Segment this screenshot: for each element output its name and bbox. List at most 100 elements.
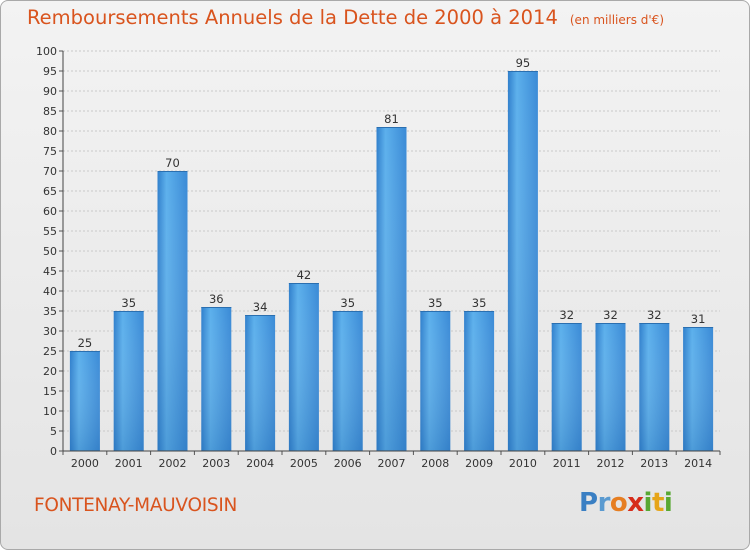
bar-shade xyxy=(420,311,451,451)
x-axis-ticks: 2000 2001 2002 2003 2004 2005 2006 2007 2008 2009… xyxy=(62,451,721,470)
y-tick-label: 100 xyxy=(36,45,57,58)
x-tick-label: 2010 xyxy=(509,457,537,470)
y-tick-label: 35 xyxy=(43,305,57,318)
y-tick-label: 65 xyxy=(43,185,57,198)
bar xyxy=(376,127,407,451)
bar-shade xyxy=(332,311,363,451)
x-tick-label: 2000 xyxy=(71,457,99,470)
bar xyxy=(551,323,582,451)
bar-shade xyxy=(376,127,407,451)
y-tick-label: 85 xyxy=(43,105,57,118)
x-tick-label: 2014 xyxy=(684,457,712,470)
y-tick-label: 90 xyxy=(43,85,57,98)
y-tick-label: 95 xyxy=(43,65,57,78)
bar-shade xyxy=(507,71,538,451)
y-tick-label: 45 xyxy=(43,265,57,278)
bar-shade xyxy=(201,307,232,451)
bar-shade xyxy=(245,315,276,451)
y-tick-label: 15 xyxy=(43,385,57,398)
bar xyxy=(113,311,144,451)
proxiti-logo: Proxiti xyxy=(579,488,673,518)
value-label: 35 xyxy=(428,296,443,310)
value-label: 31 xyxy=(691,312,706,326)
value-label: 32 xyxy=(647,308,662,322)
bar xyxy=(595,323,626,451)
bars xyxy=(69,71,714,451)
bar-shade xyxy=(464,311,495,451)
y-tick-label: 25 xyxy=(43,345,57,358)
y-axis-ticks: 0 5 10 15 20 25 30 35 40 45 50 55 60 65 70 75 80 85 90 95 10… xyxy=(36,45,63,458)
x-tick-label: 2006 xyxy=(334,457,362,470)
value-labels: 25 35 70 36 34 42 35 81 35 35 95 32 32 32 31 xyxy=(78,56,706,350)
x-tick-label: 2003 xyxy=(202,457,230,470)
bar-shade xyxy=(639,323,670,451)
bar xyxy=(464,311,495,451)
x-tick-label: 2008 xyxy=(421,457,449,470)
axes xyxy=(62,51,720,452)
value-label: 32 xyxy=(559,308,574,322)
logo-letter: x xyxy=(627,488,644,518)
bar xyxy=(288,283,319,451)
x-tick-label: 2013 xyxy=(640,457,668,470)
y-tick-label: 55 xyxy=(43,225,57,238)
bar xyxy=(157,171,188,451)
x-tick-label: 2007 xyxy=(378,457,406,470)
city-name: FONTENAY-MAUVOISIN xyxy=(34,495,238,516)
bar xyxy=(332,311,363,451)
logo-letter: t xyxy=(651,488,664,518)
bar xyxy=(420,311,451,451)
logo-letter: i xyxy=(643,488,653,518)
logo-letter: r xyxy=(597,488,611,518)
bar xyxy=(683,327,714,451)
value-label: 70 xyxy=(165,156,180,170)
x-tick-label: 2009 xyxy=(465,457,493,470)
bar-shade xyxy=(288,283,319,451)
bar-shade xyxy=(157,171,188,451)
y-tick-label: 5 xyxy=(50,425,57,438)
value-label: 95 xyxy=(516,56,531,70)
x-tick-label: 2001 xyxy=(115,457,143,470)
y-tick-label: 75 xyxy=(43,145,57,158)
bar xyxy=(201,307,232,451)
value-label: 34 xyxy=(253,300,268,314)
value-label: 35 xyxy=(121,296,136,310)
value-label: 35 xyxy=(340,296,355,310)
x-tick-label: 2012 xyxy=(597,457,625,470)
logo-letter: o xyxy=(609,488,628,518)
y-tick-label: 50 xyxy=(43,245,57,258)
value-label: 81 xyxy=(384,112,399,126)
bar xyxy=(639,323,670,451)
bar-shade xyxy=(683,327,714,451)
x-tick-label: 2002 xyxy=(159,457,187,470)
bar xyxy=(69,351,100,451)
bar-shade xyxy=(595,323,626,451)
y-tick-label: 0 xyxy=(50,445,57,458)
chart-title: Remboursements Annuels de la Dette de 20… xyxy=(27,6,558,29)
y-tick-label: 80 xyxy=(43,125,57,138)
y-tick-label: 30 xyxy=(43,325,57,338)
logo-letter: P xyxy=(579,488,598,518)
title-row: Remboursements Annuels de la Dette de 20… xyxy=(27,6,664,29)
logo-letter: i xyxy=(663,488,673,518)
bar-shade xyxy=(551,323,582,451)
bar-shade xyxy=(69,351,100,451)
y-tick-label: 60 xyxy=(43,205,57,218)
value-label: 25 xyxy=(78,336,93,350)
y-tick-label: 20 xyxy=(43,365,57,378)
bar xyxy=(245,315,276,451)
chart-subtitle: (en milliers d'€) xyxy=(569,13,664,27)
x-tick-label: 2005 xyxy=(290,457,318,470)
bar-shade xyxy=(113,311,144,451)
x-tick-label: 2011 xyxy=(553,457,581,470)
y-tick-label: 70 xyxy=(43,165,57,178)
value-label: 35 xyxy=(472,296,487,310)
x-tick-label: 2004 xyxy=(246,457,274,470)
y-tick-label: 10 xyxy=(43,405,57,418)
bar xyxy=(507,71,538,451)
value-label: 36 xyxy=(209,292,224,306)
value-label: 32 xyxy=(603,308,618,322)
y-tick-label: 40 xyxy=(43,285,57,298)
value-label: 42 xyxy=(297,268,312,282)
